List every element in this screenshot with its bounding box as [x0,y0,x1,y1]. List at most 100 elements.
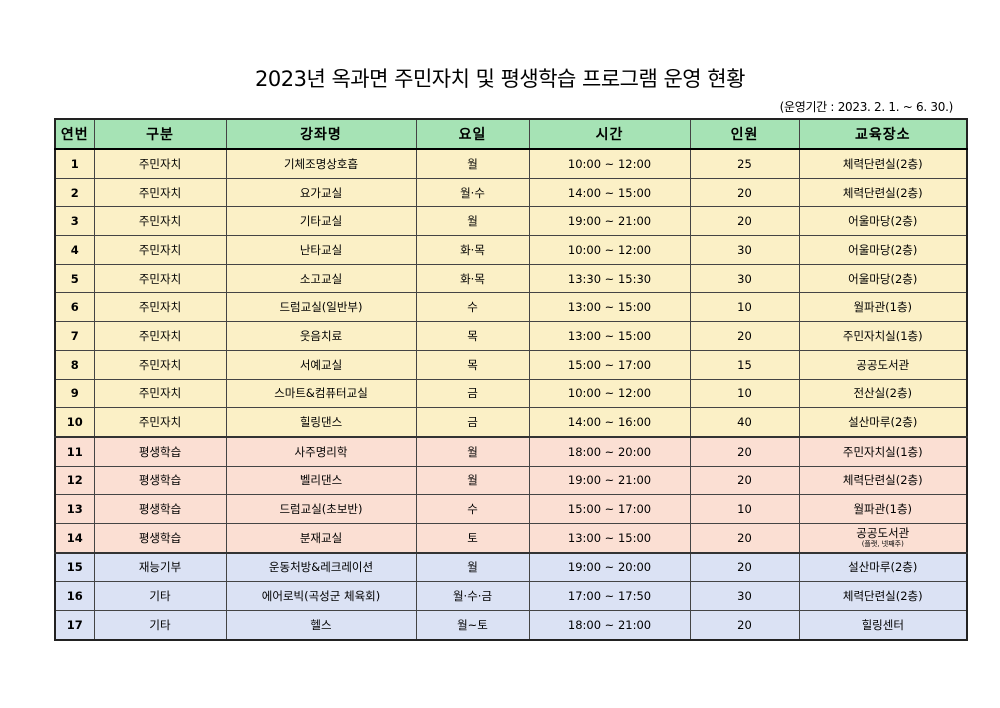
cell-time: 14:00 ~ 15:00 [528,177,691,208]
cell-course: 서예교실 [225,349,417,380]
table-row: 8 주민자치 서예교실 목 15:00 ~ 17:00 15 공공도서관 [54,349,968,380]
cell-day: 금 [415,378,530,409]
cell-course: 벨리댄스 [225,465,417,496]
cell-course: 사주명리학 [225,435,417,467]
cell-place: 체력단련실(2층) [798,177,968,208]
cell-place: 주민자치실(1층) [798,321,968,351]
cell-place: 체력단련실(2층) [798,581,968,611]
cell-time: 15:00 ~ 17:00 [528,494,691,524]
cell-category: 재능기부 [93,551,227,583]
cell-no: 8 [54,349,95,380]
cell-course: 에어로빅(곡성군 체육회) [225,581,417,611]
cell-time: 13:00 ~ 15:00 [528,321,691,351]
cell-people: 20 [689,435,800,467]
cell-category: 주민자치 [93,321,227,351]
table-row: 13 평생학습 드럼교실(초보반) 수 15:00 ~ 17:00 10 월파관(1층) [54,494,968,524]
cell-time: 10:00 ~ 12:00 [528,235,691,265]
cell-people: 10 [689,494,800,524]
cell-day: 목 [415,321,530,351]
table-row: 16 기타 에어로빅(곡성군 체육회) 월·수·금 17:00 ~ 17:50 30 체력단… [54,581,968,611]
cell-no: 4 [54,235,95,265]
cell-day: 월 [415,148,530,179]
cell-people: 20 [689,465,800,496]
table-row: 12 평생학습 벨리댄스 월 19:00 ~ 21:00 20 체력단련실(2층) [54,465,968,496]
operation-period: (운영기간 : 2023. 2. 1. ~ 6. 30.) [779,100,954,114]
table-row: 10 주민자치 힐링댄스 금 14:00 ~ 16:00 40 설산마루(2층) [54,407,968,438]
cell-course: 스마트&컴퓨터교실 [225,378,417,409]
program-table: 연번 구분 강좌명 요일 시간 인원 교육장소 1 주민자치 기체조명상호흡 월 10:… [54,118,968,641]
table-row: 7 주민자치 웃음치료 목 13:00 ~ 15:00 20 주민자치실(1층) [54,321,968,351]
cell-category: 주민자치 [93,349,227,380]
cell-no: 9 [54,378,95,409]
cell-course: 드럼교실(초보반) [225,494,417,524]
cell-people: 30 [689,235,800,265]
table-header-row: 연번 구분 강좌명 요일 시간 인원 교육장소 [54,118,968,150]
cell-place: 공공도서관 (플랫, 넷째주) [798,522,968,554]
cell-day: 월 [415,206,530,237]
cell-category: 기타 [93,609,227,641]
cell-time: 10:00 ~ 12:00 [528,378,691,409]
cell-course: 기타교실 [225,206,417,237]
table-row: 6 주민자치 드럼교실(일반부) 수 13:00 ~ 15:00 10 월파관(1층) [54,292,968,323]
cell-no: 11 [54,435,95,467]
cell-category: 평생학습 [93,494,227,524]
cell-place: 설산마루(2층) [798,551,968,583]
cell-no: 17 [54,609,95,641]
cell-day: 월 [415,465,530,496]
cell-place: 설산마루(2층) [798,407,968,438]
cell-people: 20 [689,177,800,208]
cell-no: 15 [54,551,95,583]
cell-time: 18:00 ~ 21:00 [528,609,691,641]
cell-category: 주민자치 [93,206,227,237]
cell-day: 화·목 [415,263,530,294]
page-title: 2023년 옥과면 주민자치 및 평생학습 프로그램 운영 현황 [255,67,745,91]
cell-day: 월~토 [415,609,530,641]
cell-place: 체력단련실(2층) [798,148,968,179]
place-note: (플랫, 넷째주) [861,540,904,549]
table-row: 17 기타 헬스 월~토 18:00 ~ 21:00 20 힐링센터 [54,609,968,641]
cell-day: 수 [415,292,530,323]
cell-category: 주민자치 [93,263,227,294]
cell-category: 평생학습 [93,522,227,554]
cell-no: 3 [54,206,95,237]
cell-no: 13 [54,494,95,524]
cell-place: 월파관(1층) [798,494,968,524]
header-time: 시간 [528,118,691,150]
cell-course: 소고교실 [225,263,417,294]
cell-place: 전산실(2층) [798,378,968,409]
cell-day: 화·목 [415,235,530,265]
cell-no: 12 [54,465,95,496]
cell-time: 17:00 ~ 17:50 [528,581,691,611]
cell-day: 월 [415,435,530,467]
cell-no: 1 [54,148,95,179]
cell-place: 월파관(1층) [798,292,968,323]
cell-people: 20 [689,522,800,554]
header-course: 강좌명 [225,118,417,150]
cell-category: 평생학습 [93,465,227,496]
cell-course: 힐링댄스 [225,407,417,438]
cell-day: 월·수 [415,177,530,208]
table-row: 1 주민자치 기체조명상호흡 월 10:00 ~ 12:00 25 체력단련실(2층) [54,148,968,179]
cell-people: 10 [689,378,800,409]
cell-time: 15:00 ~ 17:00 [528,349,691,380]
table-row: 4 주민자치 난타교실 화·목 10:00 ~ 12:00 30 어울마당(2층) [54,235,968,265]
cell-time: 13:30 ~ 15:30 [528,263,691,294]
cell-place: 공공도서관 [798,349,968,380]
cell-category: 기타 [93,581,227,611]
header-day: 요일 [415,118,530,150]
cell-people: 20 [689,609,800,641]
cell-category: 평생학습 [93,435,227,467]
header-people: 인원 [689,118,800,150]
cell-place: 힐링센터 [798,609,968,641]
cell-place: 주민자치실(1층) [798,435,968,467]
cell-day: 월·수·금 [415,581,530,611]
cell-category: 주민자치 [93,378,227,409]
cell-no: 5 [54,263,95,294]
header-category: 구분 [93,118,227,150]
cell-place: 어울마당(2층) [798,206,968,237]
cell-people: 30 [689,581,800,611]
table-row: 15 재능기부 운동처방&레크레이션 월 19:00 ~ 20:00 20 설산마루(2층) [54,551,968,583]
cell-category: 주민자치 [93,292,227,323]
cell-course: 드럼교실(일반부) [225,292,417,323]
cell-people: 20 [689,551,800,583]
